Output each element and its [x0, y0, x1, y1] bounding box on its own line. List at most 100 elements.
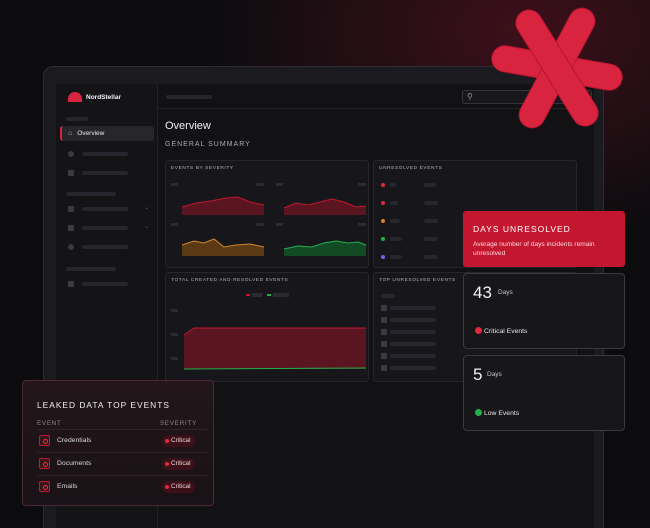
chevron-down-icon[interactable]: ⌄: [144, 205, 150, 211]
table-row[interactable]: Documents Critical: [37, 452, 207, 474]
days-unit: Days: [487, 371, 502, 378]
created-resolved-panel: TOTAL CREATED AND RESOLVED EVENTS: [165, 272, 369, 382]
logo-icon: [68, 92, 82, 102]
list-item: [424, 219, 438, 223]
low-days-card[interactable]: 5 Days Low Events: [463, 355, 625, 431]
event-name: Emails: [57, 483, 78, 490]
nav-section-placeholder: [66, 192, 116, 196]
panel-title: UNRESOLVED EVENTS: [379, 166, 443, 171]
days-value: 5: [473, 365, 483, 384]
days-unresolved-header: DAYS UNRESOLVED Average number of days i…: [463, 211, 625, 267]
event-icon: [381, 317, 387, 323]
list-item: [390, 330, 436, 334]
status-badge: Critical: [162, 458, 195, 470]
card-title: LEAKED DATA TOP EVENTS: [37, 400, 170, 410]
top-bar: [158, 84, 594, 109]
status-badge: Critical: [162, 481, 195, 493]
nav-icon: [68, 206, 74, 212]
critical-days-card[interactable]: 43 Days Critical Events: [463, 273, 625, 349]
list-item: [390, 183, 396, 187]
list-item: [390, 306, 436, 310]
list-item: [424, 255, 438, 259]
brand-logo[interactable]: NordStellar: [68, 92, 121, 102]
card-description: Average number of days incidents remain …: [473, 241, 595, 257]
status-badge: Critical: [162, 435, 195, 447]
card-title: DAYS UNRESOLVED: [473, 224, 571, 234]
event-icon: [39, 435, 50, 446]
sidebar-item-label: Overview: [77, 130, 105, 137]
list-item: [390, 255, 402, 259]
list-item: [390, 366, 436, 370]
list-item: [390, 354, 436, 358]
critical-area: [182, 197, 264, 215]
event-icon: [39, 458, 50, 469]
sidebar-item-overview[interactable]: ⌂ Overview: [60, 126, 154, 141]
breadcrumb: [166, 95, 212, 99]
panel-title: TOTAL CREATED AND RESOLVED EVENTS: [171, 278, 289, 283]
nav-section-placeholder: [66, 267, 116, 271]
panel-title: EVENTS BY SEVERITY: [171, 166, 234, 171]
events-by-severity-panel: EVENTS BY SEVERITY: [165, 160, 369, 268]
table-row[interactable]: Credentials Critical: [37, 429, 207, 451]
page-subtitle: GENERAL SUMMARY: [165, 141, 251, 148]
nav-icon: [68, 225, 74, 231]
alert-icon: [475, 327, 482, 334]
list-item: [424, 183, 436, 187]
created-area: [184, 328, 366, 369]
check-icon: [475, 409, 482, 416]
nav-section-placeholder: [66, 117, 88, 121]
event-name: Documents: [57, 460, 92, 467]
list-item: [424, 201, 438, 205]
severity-dot: [381, 183, 385, 187]
severity-dot: [381, 255, 385, 259]
severity-charts: [171, 183, 367, 256]
list-item: [390, 201, 398, 205]
search-icon: ⚲: [467, 92, 473, 101]
nav-icon: [68, 244, 74, 250]
page-title: Overview: [165, 120, 211, 132]
low-area: [284, 241, 366, 256]
nav-icon: [68, 151, 74, 157]
brand-name: NordStellar: [86, 93, 122, 101]
column-header-event: EVENT: [37, 420, 62, 427]
sidebar-item-placeholder[interactable]: [82, 207, 128, 211]
high-area: [284, 199, 366, 215]
chevron-down-icon[interactable]: ⌄: [144, 224, 150, 230]
severity-dot: [381, 237, 385, 241]
event-icon: [381, 365, 387, 371]
list-item: [424, 237, 438, 241]
event-icon: [39, 481, 50, 492]
nav-icon: [68, 281, 74, 287]
sidebar-item-placeholder[interactable]: [82, 226, 128, 230]
created-resolved-chart: [171, 293, 367, 370]
asterisk-logo: [491, 7, 623, 129]
sidebar-item-placeholder[interactable]: [82, 152, 128, 156]
event-icon: [381, 329, 387, 335]
nav-icon: [68, 170, 74, 176]
home-icon: ⌂: [68, 130, 73, 137]
medium-area: [182, 239, 264, 256]
list-item: [381, 294, 395, 298]
event-name: Credentials: [57, 437, 92, 444]
table-row[interactable]: Emails Critical: [37, 475, 207, 497]
leaked-data-card: LEAKED DATA TOP EVENTS EVENT SEVERITY Cr…: [22, 380, 214, 506]
sidebar-item-placeholder[interactable]: [82, 245, 128, 249]
card-label: Critical Events: [484, 328, 528, 335]
days-unit: Days: [498, 289, 513, 296]
severity-dot: [381, 219, 385, 223]
list-item: [390, 342, 436, 346]
event-icon: [381, 341, 387, 347]
event-icon: [381, 305, 387, 311]
sidebar-item-placeholder[interactable]: [82, 171, 128, 175]
event-icon: [381, 353, 387, 359]
severity-dot: [381, 201, 385, 205]
panel-title: TOP UNRESOLVED EVENTS: [379, 278, 456, 283]
card-label: Low Events: [484, 410, 520, 417]
resolved-line: [183, 367, 367, 370]
sidebar-item-placeholder[interactable]: [82, 282, 128, 286]
days-value: 43: [473, 283, 492, 302]
list-item: [390, 237, 402, 241]
list-item: [390, 219, 400, 223]
column-header-severity: SEVERITY: [160, 420, 198, 427]
list-item: [390, 318, 436, 322]
